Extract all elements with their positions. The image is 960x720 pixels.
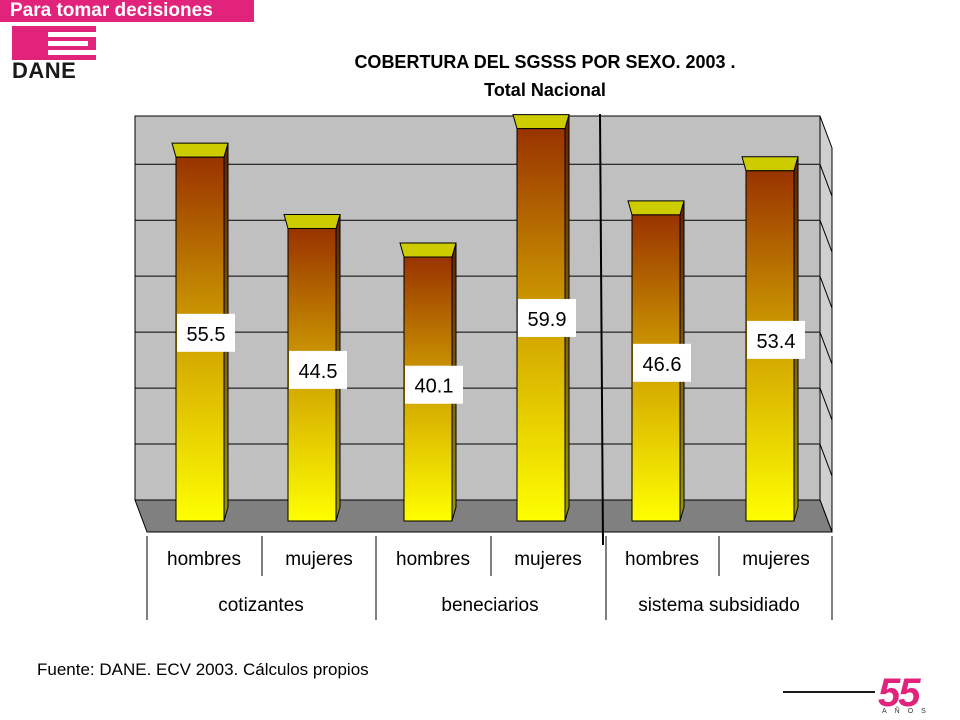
- data-label-box: [289, 350, 347, 389]
- data-label-box: [633, 343, 691, 382]
- data-label-box: [405, 365, 463, 404]
- data-label-box: [747, 320, 805, 359]
- chart-title: COBERTURA DEL SGSSS POR SEXO. 2003 .: [354, 52, 736, 72]
- bar-cap: [399, 242, 457, 258]
- logo-word: DANE: [12, 58, 77, 83]
- bar: 44.5: [283, 213, 347, 522]
- bar: 40.1: [399, 242, 463, 522]
- category-label: mujeres: [742, 549, 810, 570]
- data-label: 40.1: [415, 376, 454, 398]
- bar: 55.5: [171, 142, 235, 522]
- gridline-side: [819, 443, 833, 477]
- gridline-side: [819, 331, 833, 365]
- anniversary-badge-sub: AÑOS: [882, 708, 934, 715]
- gridline-side: [819, 387, 833, 421]
- bar-cap: [741, 156, 799, 172]
- group-label: beneciarios: [441, 595, 538, 616]
- tagline-banner: Para tomar decisiones: [0, 0, 254, 22]
- dane-logo-icon: [12, 26, 96, 60]
- bar-cap: [171, 142, 229, 158]
- category-label: hombres: [167, 549, 241, 570]
- data-label-box: [177, 313, 235, 352]
- category-label: hombres: [625, 549, 699, 570]
- bar-cap: [627, 200, 685, 216]
- data-label-box: [518, 298, 576, 337]
- bar: 46.6: [627, 200, 691, 522]
- bar: 53.4: [741, 156, 805, 522]
- bar-cap: [283, 213, 341, 229]
- chart-subtitle: Total Nacional: [484, 80, 606, 100]
- badge-line: [783, 691, 875, 693]
- group-label: sistema subsidiado: [638, 595, 800, 616]
- anniversary-badge: 55: [878, 671, 920, 715]
- chart-divider-line: [599, 113, 604, 546]
- chart-back-wall: [134, 115, 821, 501]
- data-label: 59.9: [528, 309, 567, 331]
- category-label: mujeres: [285, 549, 353, 570]
- group-label: cotizantes: [218, 595, 304, 616]
- data-label: 46.6: [643, 354, 682, 376]
- chart-side-wall: [819, 115, 833, 533]
- chart-floor: [134, 499, 833, 533]
- source-note: Fuente: DANE. ECV 2003. Cálculos propios: [37, 660, 369, 679]
- bar-cap: [512, 114, 570, 130]
- category-label: hombres: [396, 549, 470, 570]
- data-label: 53.4: [757, 331, 796, 353]
- category-label: mujeres: [514, 549, 582, 570]
- gridline-side: [819, 220, 833, 253]
- data-label: 55.5: [187, 324, 226, 346]
- gridline-side: [819, 164, 833, 197]
- gridline-side: [819, 276, 833, 309]
- data-label: 44.5: [299, 361, 338, 383]
- chart-title-block: COBERTURA DEL SGSSS POR SEXO. 2003 . Tot…: [255, 48, 835, 104]
- bar: 59.9: [512, 114, 576, 522]
